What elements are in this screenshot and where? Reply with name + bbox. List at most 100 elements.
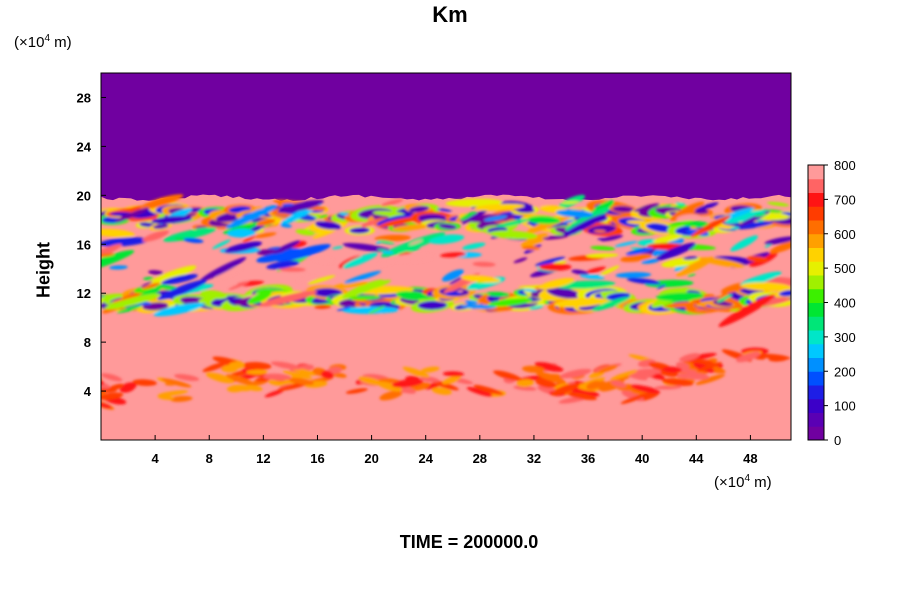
field-cell <box>761 276 791 287</box>
field-cell <box>732 221 774 230</box>
field-cell <box>256 219 276 226</box>
field-cell <box>562 213 607 238</box>
colorbar-tick-label: 0 <box>834 433 841 448</box>
field-cell <box>730 235 758 252</box>
x-tick-label: 20 <box>364 451 378 466</box>
field-cell <box>273 240 301 254</box>
field-cell <box>535 379 557 388</box>
field-cell <box>667 220 694 227</box>
field-cell <box>408 239 423 246</box>
field-cell <box>380 232 446 258</box>
field-cell <box>221 364 239 373</box>
field-cell <box>472 261 496 267</box>
field-cell <box>513 257 528 264</box>
field-cell <box>277 267 306 272</box>
field-cell <box>152 284 181 291</box>
field-cell <box>516 379 534 388</box>
field-cell <box>496 218 530 228</box>
colorbar-swatch <box>808 412 824 427</box>
field-cell <box>553 297 608 308</box>
field-cell <box>417 300 448 310</box>
field-cell <box>683 256 699 260</box>
colorbar-swatch <box>808 192 824 207</box>
field-cell <box>247 291 272 305</box>
field-cell <box>769 238 791 254</box>
x-axis: 4 8 12 16 20 24 28 32 36 40 44 48 <box>152 435 758 466</box>
field-cell <box>571 269 589 275</box>
field-cell <box>142 230 170 242</box>
field-cell <box>565 207 610 231</box>
field-cell <box>392 379 424 388</box>
field-cell <box>408 382 431 392</box>
field-cell <box>633 203 661 212</box>
field-cell <box>374 234 411 242</box>
field-cell <box>132 379 157 386</box>
field-cell <box>379 390 403 401</box>
field-cell <box>212 239 231 250</box>
field-cell <box>614 241 638 247</box>
field-cell <box>227 228 256 238</box>
field-cell <box>676 256 715 277</box>
field-cell <box>231 384 253 392</box>
field-cell <box>758 353 791 360</box>
field-cell <box>140 281 153 288</box>
field-cell <box>280 223 292 228</box>
y-tick-label: 20 <box>77 188 91 203</box>
field-cell <box>487 298 533 307</box>
x-tick-label: 24 <box>418 451 433 466</box>
field-cell <box>256 252 291 263</box>
field-cell <box>736 351 761 363</box>
field-cell <box>585 266 606 274</box>
field-cell <box>259 290 318 307</box>
chart-title: Km <box>432 2 468 27</box>
field-cell <box>276 244 331 262</box>
field-cell <box>661 378 694 387</box>
field-cell <box>408 205 430 213</box>
field-cell <box>656 284 666 290</box>
x-tick-label: 12 <box>256 451 270 466</box>
field-cell <box>153 224 169 229</box>
colorbar-tick-label: 400 <box>834 296 856 311</box>
field-cell <box>690 215 731 238</box>
field-cell <box>345 388 368 394</box>
x-tick-label: 36 <box>581 451 595 466</box>
colorbar-swatch <box>808 288 824 303</box>
field-cell <box>116 305 142 314</box>
field-cell <box>675 202 685 206</box>
field-cell <box>542 235 569 240</box>
field-cell <box>109 265 128 270</box>
colorbar-swatch <box>808 206 824 221</box>
field-cell <box>157 279 207 301</box>
colorbar-swatch <box>808 233 824 248</box>
field-cell <box>391 253 434 263</box>
field-cell <box>778 289 791 297</box>
field-cell <box>665 301 698 308</box>
field-cell <box>529 305 544 310</box>
field-cell <box>157 395 174 400</box>
colorbar-swatch <box>808 275 824 290</box>
y-axis: 4 8 12 16 20 24 28 <box>77 90 106 399</box>
field-cell <box>266 260 300 270</box>
colorbar-swatch <box>808 343 824 358</box>
field-cell <box>695 308 703 311</box>
field-cell <box>522 245 541 251</box>
colorbar: 0 100 200 300 400 500 600 700 800 <box>807 158 856 448</box>
field-cell <box>205 372 235 384</box>
field-cell <box>183 237 204 243</box>
field-cell <box>551 383 580 396</box>
colorbar-tick-label: 700 <box>834 192 856 207</box>
field-cell <box>695 300 713 307</box>
field-cell <box>379 260 394 266</box>
y-tick-label: 28 <box>77 90 91 105</box>
field-cell <box>448 276 464 285</box>
field-cell <box>676 214 699 221</box>
field-cell <box>546 287 580 299</box>
field-cell <box>101 252 115 257</box>
field-cell <box>520 233 549 248</box>
field-cell <box>610 380 626 388</box>
field-cell <box>553 260 567 265</box>
field-cell <box>407 246 421 253</box>
field-cell <box>348 295 381 301</box>
field-cell <box>263 373 292 381</box>
y-axis-unit: (×104 m) <box>14 33 72 51</box>
